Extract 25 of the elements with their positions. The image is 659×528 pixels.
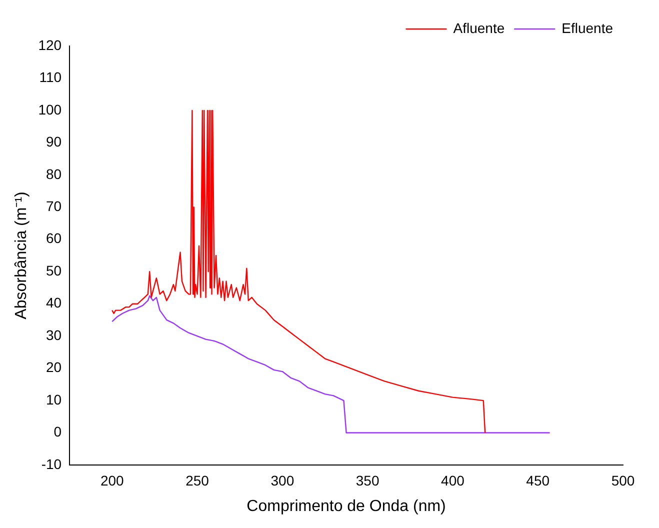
- x-tick-label: 400: [441, 472, 465, 488]
- x-axis-title: Comprimento de Onda (nm): [246, 498, 446, 515]
- x-tick-label: 200: [100, 472, 124, 488]
- y-tick-label: 70: [46, 198, 62, 214]
- x-tick-label: 350: [356, 472, 380, 488]
- y-tick-label: 80: [46, 166, 62, 182]
- y-axis-title: Absorbância (m⁻¹): [13, 192, 30, 320]
- x-tick-label: 500: [611, 472, 635, 488]
- y-tick-label: -10: [41, 456, 62, 472]
- x-tick-label: 250: [186, 472, 210, 488]
- legend-label: Efluente: [562, 20, 614, 36]
- y-tick-label: 100: [38, 101, 62, 118]
- y-tick-label: 10: [46, 391, 62, 408]
- y-tick-label: 50: [46, 262, 62, 278]
- y-tick-label: 0: [54, 424, 62, 440]
- x-tick-label: 300: [270, 472, 294, 488]
- legend-label: Afluente: [453, 20, 505, 36]
- y-tick-label: 120: [38, 36, 62, 53]
- y-tick-label: 30: [46, 326, 62, 343]
- y-tick-label: 20: [46, 359, 62, 376]
- y-tick-label: 110: [39, 69, 62, 86]
- x-tick-label: 450: [526, 472, 550, 488]
- y-tick-label: 40: [46, 294, 62, 311]
- y-tick-label: 60: [46, 230, 62, 246]
- y-tick-label: 90: [46, 134, 62, 150]
